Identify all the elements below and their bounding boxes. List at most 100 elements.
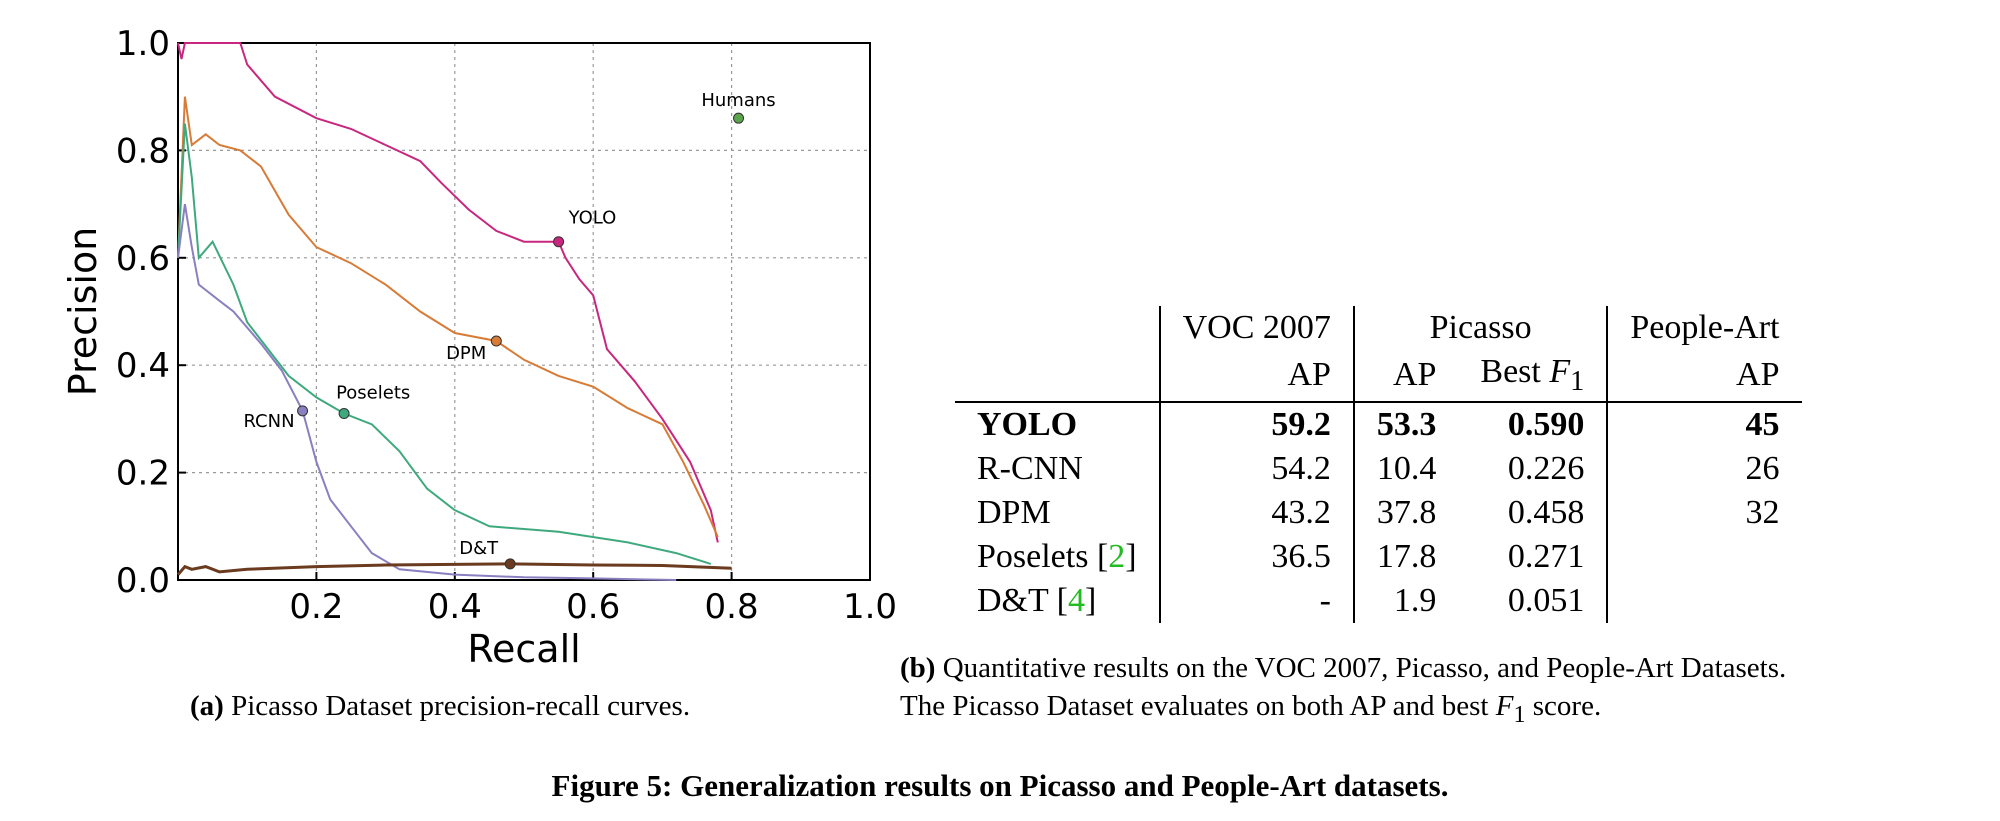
x-axis-label: Recall — [467, 627, 580, 671]
row-picasso-f1-text: 0.590 — [1507, 405, 1585, 443]
table-row: R-CNN 54.2 10.4 0.226 26 — [955, 446, 1802, 491]
row-picasso-f1-text: 0.226 — [1507, 449, 1585, 487]
row-method: DPM — [955, 491, 1160, 535]
row-picasso-ap-text: 1.9 — [1393, 581, 1437, 619]
caption-b-line2: The Picasso Dataset evaluates on both AP… — [900, 688, 1786, 730]
series-line-poselets — [177, 123, 712, 565]
plot-frame — [177, 42, 871, 581]
series-label-rcnn: RCNN — [243, 411, 294, 432]
row-picasso-ap: 1.9 — [1352, 578, 1459, 623]
subheader-picasso-f1: Best F1 — [1458, 350, 1608, 403]
table-corner — [955, 306, 1160, 350]
row-picasso-ap: 37.8 — [1352, 490, 1459, 535]
row-picasso-f1-text: 0.458 — [1507, 493, 1585, 531]
row-method-text: YOLO — [977, 405, 1078, 443]
row-people-ap-text: 45 — [1745, 405, 1780, 443]
row-voc-ap-text: 59.2 — [1271, 405, 1331, 443]
x-tick-label: 0.2 — [289, 587, 343, 627]
caption-b-text2: The Picasso Dataset evaluates on both AP… — [900, 689, 1489, 722]
row-people-ap — [1606, 534, 1802, 579]
y-tick-label: 0.4 — [116, 346, 170, 386]
row-picasso-ap-text: 10.4 — [1376, 449, 1437, 487]
caption-b-f: F — [1495, 689, 1514, 722]
table-row: D&T [4] - 1.9 0.051 — [955, 578, 1802, 623]
header-picasso: Picasso — [1352, 306, 1608, 350]
row-voc-ap: 36.5 — [1158, 534, 1354, 579]
row-people-ap-text: 32 — [1745, 493, 1780, 531]
x-tick-label: 1.0 — [843, 587, 897, 627]
row-method: Poselets [2] — [977, 537, 1137, 575]
series-label-poselets: Poselets — [336, 383, 410, 404]
row-people-ap: 32 — [1606, 490, 1802, 535]
header-voc: VOC 2007 — [1158, 306, 1354, 350]
series-marker-humans — [733, 112, 745, 124]
subheader-voc-ap: AP — [1158, 350, 1354, 403]
series-line-yolo — [177, 42, 719, 543]
caption-b: (b) Quantitative results on the VOC 2007… — [900, 650, 1786, 730]
table-row: Poselets [2] 36.5 17.8 0.271 — [955, 534, 1802, 579]
subheader-f1-f: F — [1549, 353, 1571, 390]
row-voc-ap-text: 36.5 — [1271, 537, 1331, 575]
row-method-text: R-CNN — [977, 449, 1083, 487]
precision-recall-chart: 0.0 0.2 0.4 0.6 0.8 1.0 0.2 0.4 0.6 0.8 1.0 Recall P… — [61, 24, 897, 671]
row-voc-ap-text: 54.2 — [1271, 449, 1331, 487]
caption-a-label: (a) — [190, 690, 224, 722]
series-marker-d-t — [504, 558, 516, 570]
row-picasso-ap: 53.3 — [1352, 401, 1459, 447]
row-picasso-f1-text: 0.271 — [1507, 537, 1585, 575]
row-picasso-f1: 0.458 — [1458, 491, 1607, 535]
caption-b-post: score. — [1532, 689, 1602, 722]
row-method-text: D&T — [977, 581, 1049, 619]
y-tick-label: 0.0 — [116, 561, 170, 601]
y-tick-label: 0.8 — [116, 131, 170, 171]
figure-label: Figure 5: — [551, 768, 673, 803]
row-voc-ap: 59.2 — [1158, 401, 1354, 447]
citation-ref[interactable]: 4 — [1067, 581, 1085, 619]
table-row: YOLO 59.2 53.3 0.590 45 — [955, 401, 1802, 447]
table-body: YOLO 59.2 53.3 0.590 45 R-CNN 54.2 10.4 0.226 26 D… — [955, 401, 1802, 623]
series-marker-rcnn — [297, 405, 309, 417]
row-picasso-ap-text: 53.3 — [1376, 405, 1437, 443]
x-tick-label: 0.8 — [705, 587, 759, 627]
row-method: YOLO — [955, 402, 1160, 447]
series-line-dpm — [177, 96, 719, 538]
row-picasso-f1: 0.271 — [1458, 535, 1607, 579]
y-tick-label: 1.0 — [116, 24, 170, 64]
table-row: DPM 43.2 37.8 0.458 32 — [955, 490, 1802, 535]
subheader-f1-pre: Best — [1480, 353, 1541, 390]
subheader-f1-sub: 1 — [1570, 365, 1585, 397]
row-people-ap: 26 — [1606, 446, 1802, 491]
row-voc-ap: 54.2 — [1158, 446, 1354, 491]
caption-a-text: Picasso Dataset precision-recall curves. — [231, 690, 691, 722]
row-method: D&T [4] — [977, 581, 1097, 619]
header-people-art: People-Art — [1606, 306, 1802, 350]
series-label-d-t: D&T — [459, 538, 499, 559]
series-line-rcnn — [177, 203, 677, 581]
y-axis-label: Precision — [61, 227, 105, 397]
row-picasso-f1-text: 0.051 — [1507, 581, 1585, 619]
table-corner-2 — [955, 350, 1160, 403]
row-voc-ap-text: - — [1319, 581, 1331, 619]
row-people-ap: 45 — [1606, 401, 1802, 447]
row-voc-ap-text: 43.2 — [1271, 493, 1331, 531]
row-voc-ap: 43.2 — [1158, 490, 1354, 535]
row-picasso-f1: 0.051 — [1458, 579, 1607, 623]
figure-text: Generalization results on Picasso and Pe… — [680, 768, 1449, 803]
series-line-d-t — [176, 562, 732, 576]
caption-a: (a) Picasso Dataset precision-recall cur… — [190, 688, 690, 726]
citation-ref[interactable]: 2 — [1108, 537, 1126, 575]
subheader-picasso-ap: AP — [1352, 350, 1459, 403]
row-picasso-ap: 10.4 — [1352, 446, 1459, 491]
results-table: VOC 2007 Picasso People-Art AP AP Best F… — [955, 306, 1802, 623]
x-tick-label: 0.6 — [566, 587, 620, 627]
series-marker-poselets — [338, 408, 350, 420]
series-label-humans: Humans — [701, 90, 775, 111]
series-marker-dpm — [490, 335, 502, 347]
series-marker-yolo — [553, 236, 565, 248]
figure-title: Figure 5: Generalization results on Pica… — [0, 768, 2000, 804]
caption-b-text1: Quantitative results on the VOC 2007, Pi… — [942, 652, 1787, 684]
subheader-people-ap: AP — [1606, 350, 1802, 403]
row-method-text: Poselets — [977, 537, 1089, 575]
y-tick-label: 0.2 — [116, 454, 170, 494]
x-tick-label: 0.4 — [428, 587, 482, 627]
